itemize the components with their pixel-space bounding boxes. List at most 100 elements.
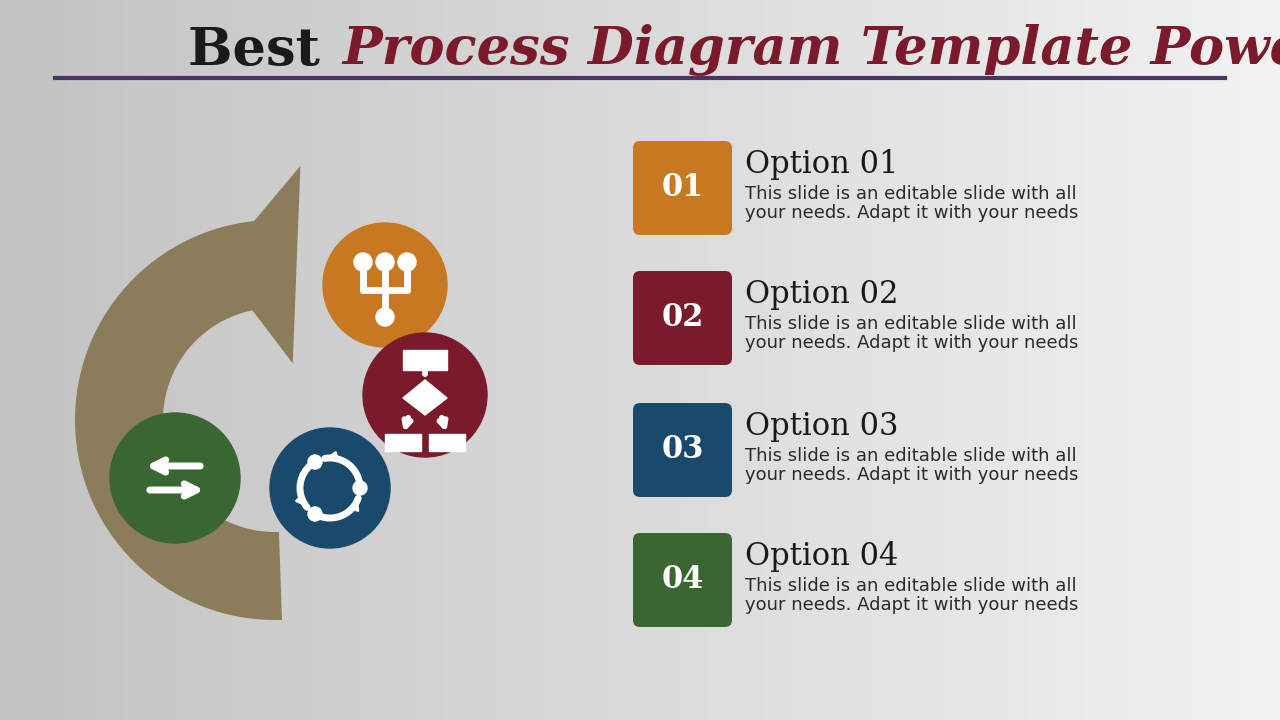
Bar xyxy=(1037,0,1042,720)
Bar xyxy=(1233,0,1238,720)
Bar xyxy=(410,0,415,720)
Bar xyxy=(585,0,590,720)
Bar xyxy=(106,0,111,720)
Bar xyxy=(1216,0,1221,720)
Bar xyxy=(93,0,99,720)
Bar xyxy=(567,0,572,720)
Bar xyxy=(342,0,347,720)
Bar xyxy=(157,0,163,720)
Bar xyxy=(86,0,91,720)
Circle shape xyxy=(323,223,447,347)
Bar xyxy=(1015,0,1020,720)
Bar xyxy=(708,0,713,720)
Bar xyxy=(243,0,248,720)
Bar xyxy=(803,0,808,720)
Bar xyxy=(265,0,270,720)
Bar xyxy=(1075,0,1080,720)
Bar xyxy=(1245,0,1251,720)
Bar xyxy=(77,0,82,720)
Bar xyxy=(1079,0,1084,720)
Bar xyxy=(115,0,120,720)
Bar xyxy=(448,0,453,720)
Bar xyxy=(13,0,18,720)
Bar xyxy=(1084,0,1089,720)
Bar xyxy=(346,0,351,720)
Bar xyxy=(666,0,671,720)
Bar xyxy=(119,0,124,720)
Bar xyxy=(102,0,108,720)
Bar xyxy=(1011,0,1016,720)
FancyBboxPatch shape xyxy=(403,350,447,370)
Bar xyxy=(1062,0,1068,720)
Text: your needs. Adapt it with your needs: your needs. Adapt it with your needs xyxy=(745,466,1078,484)
Bar xyxy=(934,0,940,720)
Bar xyxy=(205,0,210,720)
Bar xyxy=(47,0,52,720)
Bar xyxy=(1165,0,1170,720)
Bar xyxy=(815,0,820,720)
Bar xyxy=(413,0,419,720)
Bar xyxy=(717,0,722,720)
Bar xyxy=(1207,0,1212,720)
Circle shape xyxy=(270,428,390,548)
Bar xyxy=(1203,0,1208,720)
Bar xyxy=(529,0,534,720)
Bar xyxy=(163,0,168,720)
Bar xyxy=(406,0,411,720)
Polygon shape xyxy=(403,380,447,415)
Bar xyxy=(55,0,60,720)
Bar xyxy=(1114,0,1119,720)
Bar xyxy=(38,0,44,720)
Bar xyxy=(691,0,696,720)
Bar xyxy=(111,0,116,720)
Bar xyxy=(42,0,47,720)
Bar xyxy=(285,0,291,720)
Bar xyxy=(700,0,705,720)
Bar xyxy=(547,0,552,720)
Bar xyxy=(1053,0,1059,720)
Bar xyxy=(973,0,978,720)
Bar xyxy=(1258,0,1263,720)
Text: This slide is an editable slide with all: This slide is an editable slide with all xyxy=(745,577,1076,595)
Bar xyxy=(329,0,334,720)
Bar xyxy=(733,0,739,720)
Bar xyxy=(68,0,73,720)
Bar xyxy=(1059,0,1064,720)
Bar xyxy=(614,0,620,720)
Bar xyxy=(1033,0,1038,720)
Bar xyxy=(1251,0,1256,720)
Bar xyxy=(227,0,232,720)
Bar xyxy=(256,0,261,720)
Bar xyxy=(60,0,65,720)
Bar xyxy=(675,0,680,720)
Bar xyxy=(1088,0,1093,720)
Bar xyxy=(477,0,483,720)
Bar xyxy=(196,0,201,720)
Bar xyxy=(572,0,577,720)
Bar xyxy=(849,0,854,720)
Bar xyxy=(358,0,364,720)
Bar xyxy=(550,0,556,720)
Bar xyxy=(1135,0,1140,720)
Bar xyxy=(499,0,504,720)
Bar xyxy=(867,0,872,720)
Bar xyxy=(422,0,428,720)
Bar xyxy=(695,0,700,720)
Bar xyxy=(444,0,449,720)
Bar xyxy=(611,0,616,720)
Bar xyxy=(355,0,360,720)
Bar xyxy=(797,0,803,720)
Bar xyxy=(470,0,475,720)
Circle shape xyxy=(364,333,486,457)
Bar xyxy=(201,0,206,720)
Bar xyxy=(721,0,726,720)
Bar xyxy=(1161,0,1166,720)
Bar xyxy=(640,0,645,720)
FancyBboxPatch shape xyxy=(634,271,732,365)
Bar xyxy=(887,0,892,720)
FancyBboxPatch shape xyxy=(634,141,732,235)
Bar xyxy=(457,0,462,720)
Bar xyxy=(819,0,824,720)
Bar xyxy=(755,0,760,720)
Bar xyxy=(1101,0,1106,720)
